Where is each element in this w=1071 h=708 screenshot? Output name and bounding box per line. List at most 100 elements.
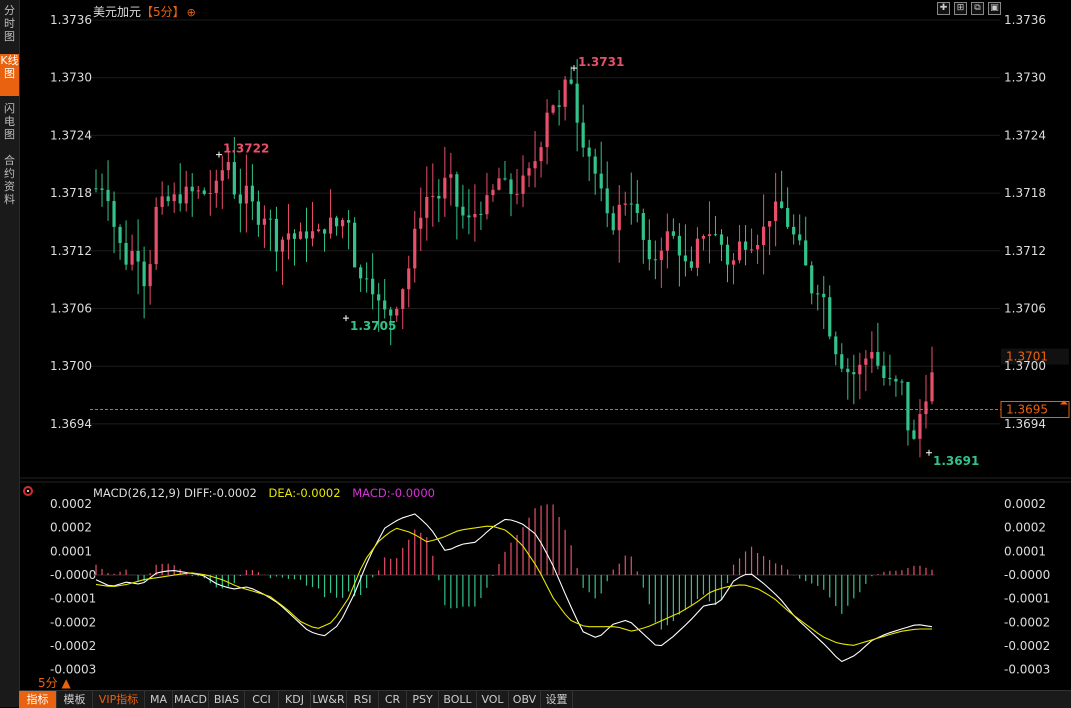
candle-body [545,112,549,148]
toolbar-button-5[interactable]: BIAS [209,691,245,708]
macd-dea: DEA:-0.0002 [268,486,341,500]
candle-body [365,278,369,280]
reference-price-box [1000,400,1070,418]
scroll-up-icon [1060,400,1068,405]
toolbar-button-3[interactable]: MA [145,691,173,708]
toolbar-button-0[interactable]: 指标 [19,691,57,708]
expand-icon[interactable]: ⊞ [954,2,967,15]
toolbar-button-10[interactable]: CR [379,691,407,708]
candle-body [196,190,200,192]
candle-body [389,309,393,316]
candle-body [310,231,315,239]
y-tick-left: 1.3700 [50,359,92,373]
tab-time-chart[interactable]: 分时图 [4,4,15,43]
toolbar-button-13[interactable]: VOL [477,691,509,708]
price-chart[interactable]: 1.3722 1.3705 1.3731 1.3691 1.3695 1.3701 1.3… [0,0,1071,690]
candle-body [497,178,501,190]
macd-params: MACD(26,12,9) [93,486,181,500]
candle-body [407,268,411,290]
y-tick-left: 1.3694 [50,417,92,431]
tab-flash-chart[interactable]: 闪电图 [4,102,15,141]
macd-y-tick-left: -0.0000 [50,568,96,582]
macd-diff-line [95,513,933,663]
candle-body [539,147,543,162]
candle-body [413,228,417,269]
toolbar-button-12[interactable]: BOLL [439,691,477,708]
candle-body [395,308,399,316]
candle-body [533,161,537,169]
toolbar-button-7[interactable]: KDJ [279,691,311,708]
macd-value: MACD:-0.0000 [352,486,435,500]
candle-body [635,203,639,214]
target-icon[interactable]: ⊕ [186,6,196,19]
candle-body [527,168,531,176]
candle-body [647,239,651,260]
candle-body [755,245,760,250]
y-tick-right: 1.3694 [1004,417,1046,431]
macd-y-tick-right: -0.0001 [1004,592,1050,606]
y-tick-right: 1.3730 [1004,71,1046,85]
candle-body [190,186,194,192]
candle-body [467,215,471,218]
toolbar-button-11[interactable]: PSY [407,691,439,708]
macd-dea-line [95,525,932,646]
candle-body [611,213,615,231]
tab-contract-info[interactable]: 合约资料 [4,154,15,206]
candle-body [671,231,675,236]
candle-body [617,204,621,231]
macd-y-tick-left: 0.0002 [50,521,92,535]
candle-body [749,249,754,251]
crosshair-icon[interactable]: ✚ [937,2,950,15]
candle-body [713,234,718,236]
restore-icon[interactable]: ⧉ [971,2,984,15]
toolbar-button-1[interactable]: 模板 [57,691,93,708]
candle-body [894,378,898,382]
macd-y-tick-right: 0.0002 [1004,497,1046,511]
candle-body [274,218,279,252]
candle-body [166,196,170,202]
candle-body [473,213,477,218]
candle-body [900,381,904,383]
candle-body [563,79,567,107]
candle-body [322,229,327,234]
indicator-settings-icon[interactable] [23,486,33,496]
candle-body [587,147,591,157]
symbol-name: 美元加元 [93,5,142,19]
candle-body [665,231,669,251]
macd-y-tick-left: -0.0002 [50,639,96,653]
candle-body [443,177,447,199]
toolbar-button-14[interactable]: OBV [509,691,541,708]
candle-body [521,175,525,194]
candle-body [160,196,164,207]
toolbar-button-2[interactable]: VIP指标 [93,691,145,708]
candle-body [677,235,681,256]
candle-body [737,241,742,261]
candle-body [774,201,778,222]
candle-body [581,122,585,148]
toolbar-button-6[interactable]: CCI [245,691,279,708]
tab-kline-chart[interactable]: K线图 [0,54,19,96]
candle-body [725,244,730,265]
box-icon[interactable]: ▣ [988,2,1001,15]
candle-body [455,174,459,207]
toolbar-button-4[interactable]: MACD [173,691,209,708]
candle-body [124,242,128,265]
toolbar-button-8[interactable]: LW&R [311,691,347,708]
toolbar-button-15[interactable]: 设置 [541,691,573,708]
chart-title: 美元加元【5分】 ⊕ [93,3,196,20]
extreme-label: 1.3722 [223,142,269,156]
candle-body [683,255,688,262]
y-tick-right: 1.3718 [1004,186,1046,200]
period-selector[interactable]: 5分 ▲ [38,676,71,690]
candle-body [238,194,242,204]
candle-body [328,217,333,234]
macd-diff: DIFF:-0.0002 [184,486,257,500]
candle-body [515,193,519,195]
candle-body [599,173,603,189]
toolbar-button-9[interactable]: RSI [347,691,379,708]
candle-body [491,189,495,196]
candle-body [864,358,868,365]
candle-body [557,105,561,107]
macd-y-tick-right: -0.0000 [1004,568,1050,582]
candle-body [298,231,303,239]
